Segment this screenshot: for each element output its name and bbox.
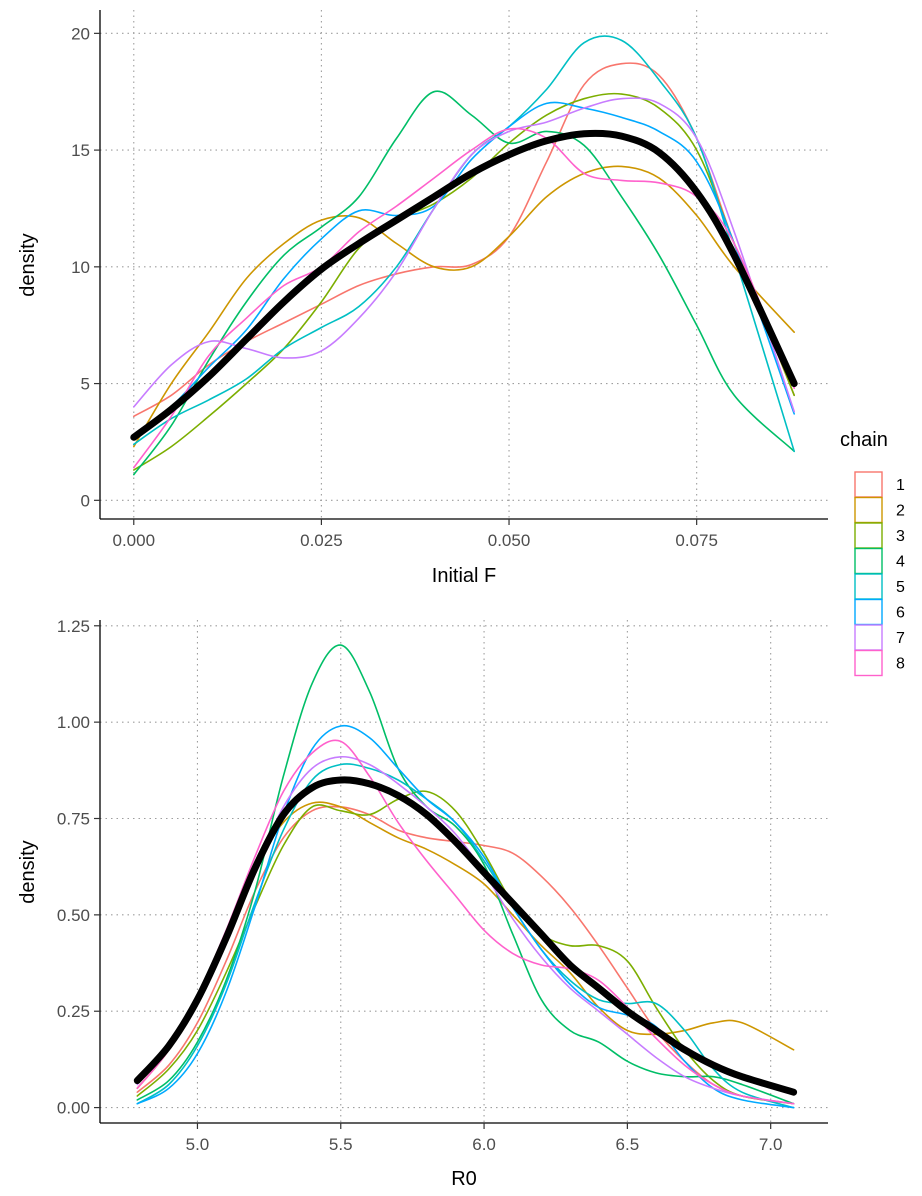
legend-key-4	[854, 547, 883, 575]
legend-key-5	[854, 573, 883, 600]
initial-f-chain-5-line	[133, 35, 795, 453]
y-tick-label: 0.50	[57, 906, 90, 925]
legend-label-3: 3	[896, 528, 905, 545]
x-axis-title: Initial F	[432, 565, 496, 587]
y-tick-label: 20	[71, 24, 90, 43]
y-axis-title: density	[17, 840, 39, 903]
initial-f-chain-6-line	[133, 101, 795, 441]
initial-f-chain-2-line	[133, 165, 795, 448]
y-tick-label: 1.25	[57, 617, 90, 636]
y-axis-title: density	[17, 233, 39, 296]
y-tick-label: 5	[81, 375, 90, 394]
initial-f-chain-7-line	[133, 97, 795, 413]
x-tick-label: 0.050	[488, 531, 531, 550]
x-tick-label: 7.0	[759, 1135, 783, 1154]
legend-title: chain	[840, 429, 888, 451]
legend-label-8: 8	[896, 656, 905, 673]
x-tick-label: 5.0	[186, 1135, 210, 1154]
chain-legend: chain 1 2 3 4 5 6 7 8	[840, 429, 905, 677]
y-tick-label: 15	[71, 141, 90, 160]
y-tick-label: 10	[71, 258, 90, 277]
r0-chain-4-line	[136, 644, 795, 1105]
legend-key-1	[854, 471, 883, 498]
r0-density-panel: 5.0 5.5 6.0 6.5 7.0 0.00 0.25 0.50 0.75 1.00 1.25 R…	[17, 617, 828, 1190]
initial-f-chain-1-line	[133, 62, 795, 418]
y-tick-label: 0.75	[57, 810, 90, 829]
legend-label-2: 2	[896, 503, 905, 520]
initial-f-density-panel: 0.000 0.025 0.050 0.075 0 5 10 15 20 Initial F den…	[17, 10, 828, 587]
r0-chain-8-line	[136, 739, 795, 1105]
y-tick-label: 1.00	[57, 713, 90, 732]
initial-f-chain-8-line	[133, 127, 795, 469]
r0-chain-7-line	[136, 755, 795, 1105]
x-tick-label: 0.025	[300, 531, 343, 550]
y-tick-label: 0	[81, 491, 90, 510]
legend-key-3	[854, 522, 883, 549]
r0-combined-density-line	[133, 776, 798, 1096]
y-tick-label: 0.00	[57, 1099, 90, 1118]
x-tick-label: 0.075	[675, 531, 718, 550]
legend-label-7: 7	[896, 630, 905, 647]
legend-key-6	[854, 598, 883, 626]
legend-label-5: 5	[896, 579, 905, 596]
x-tick-label: 6.5	[616, 1135, 640, 1154]
initial-f-chain-3-line	[133, 92, 795, 471]
legend-label-1: 1	[896, 477, 905, 494]
legend-label-6: 6	[896, 605, 905, 622]
y-tick-label: 0.25	[57, 1002, 90, 1021]
initial-f-combined-density-line	[130, 129, 798, 441]
legend-key-2	[854, 496, 883, 524]
initial-f-chain-4-line	[133, 90, 795, 476]
x-axis-title: R0	[451, 1168, 477, 1190]
x-tick-label: 0.000	[112, 531, 155, 550]
x-tick-label: 5.5	[329, 1135, 353, 1154]
legend-label-4: 4	[896, 554, 905, 571]
x-tick-label: 6.0	[472, 1135, 496, 1154]
legend-key-8	[854, 649, 883, 677]
legend-key-7	[854, 624, 883, 651]
